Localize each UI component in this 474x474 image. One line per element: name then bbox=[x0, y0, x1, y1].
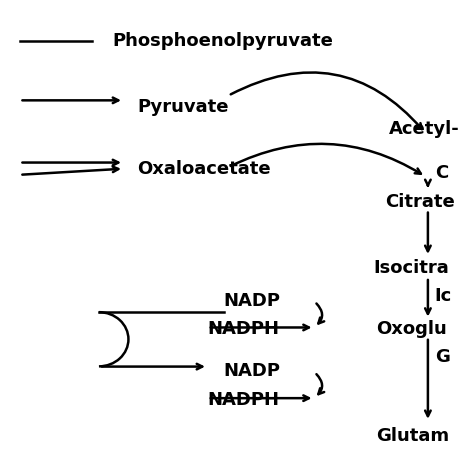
Text: NADP: NADP bbox=[224, 362, 281, 380]
Text: G: G bbox=[435, 348, 449, 366]
Text: Isocitra: Isocitra bbox=[374, 259, 449, 277]
Text: Phosphoenolpyruvate: Phosphoenolpyruvate bbox=[112, 32, 333, 50]
Text: Ic: Ic bbox=[435, 287, 452, 305]
Text: Oxaloacetate: Oxaloacetate bbox=[137, 160, 271, 178]
Text: NADP: NADP bbox=[224, 292, 281, 310]
Text: Pyruvate: Pyruvate bbox=[137, 99, 229, 117]
Text: NADPH: NADPH bbox=[208, 320, 280, 338]
Text: C: C bbox=[435, 164, 448, 182]
Text: Oxoglu: Oxoglu bbox=[376, 320, 447, 338]
Text: NADPH: NADPH bbox=[208, 391, 280, 409]
Text: Acetyl-: Acetyl- bbox=[389, 119, 460, 137]
Text: Citrate: Citrate bbox=[385, 192, 455, 210]
Text: Glutam: Glutam bbox=[376, 427, 449, 445]
